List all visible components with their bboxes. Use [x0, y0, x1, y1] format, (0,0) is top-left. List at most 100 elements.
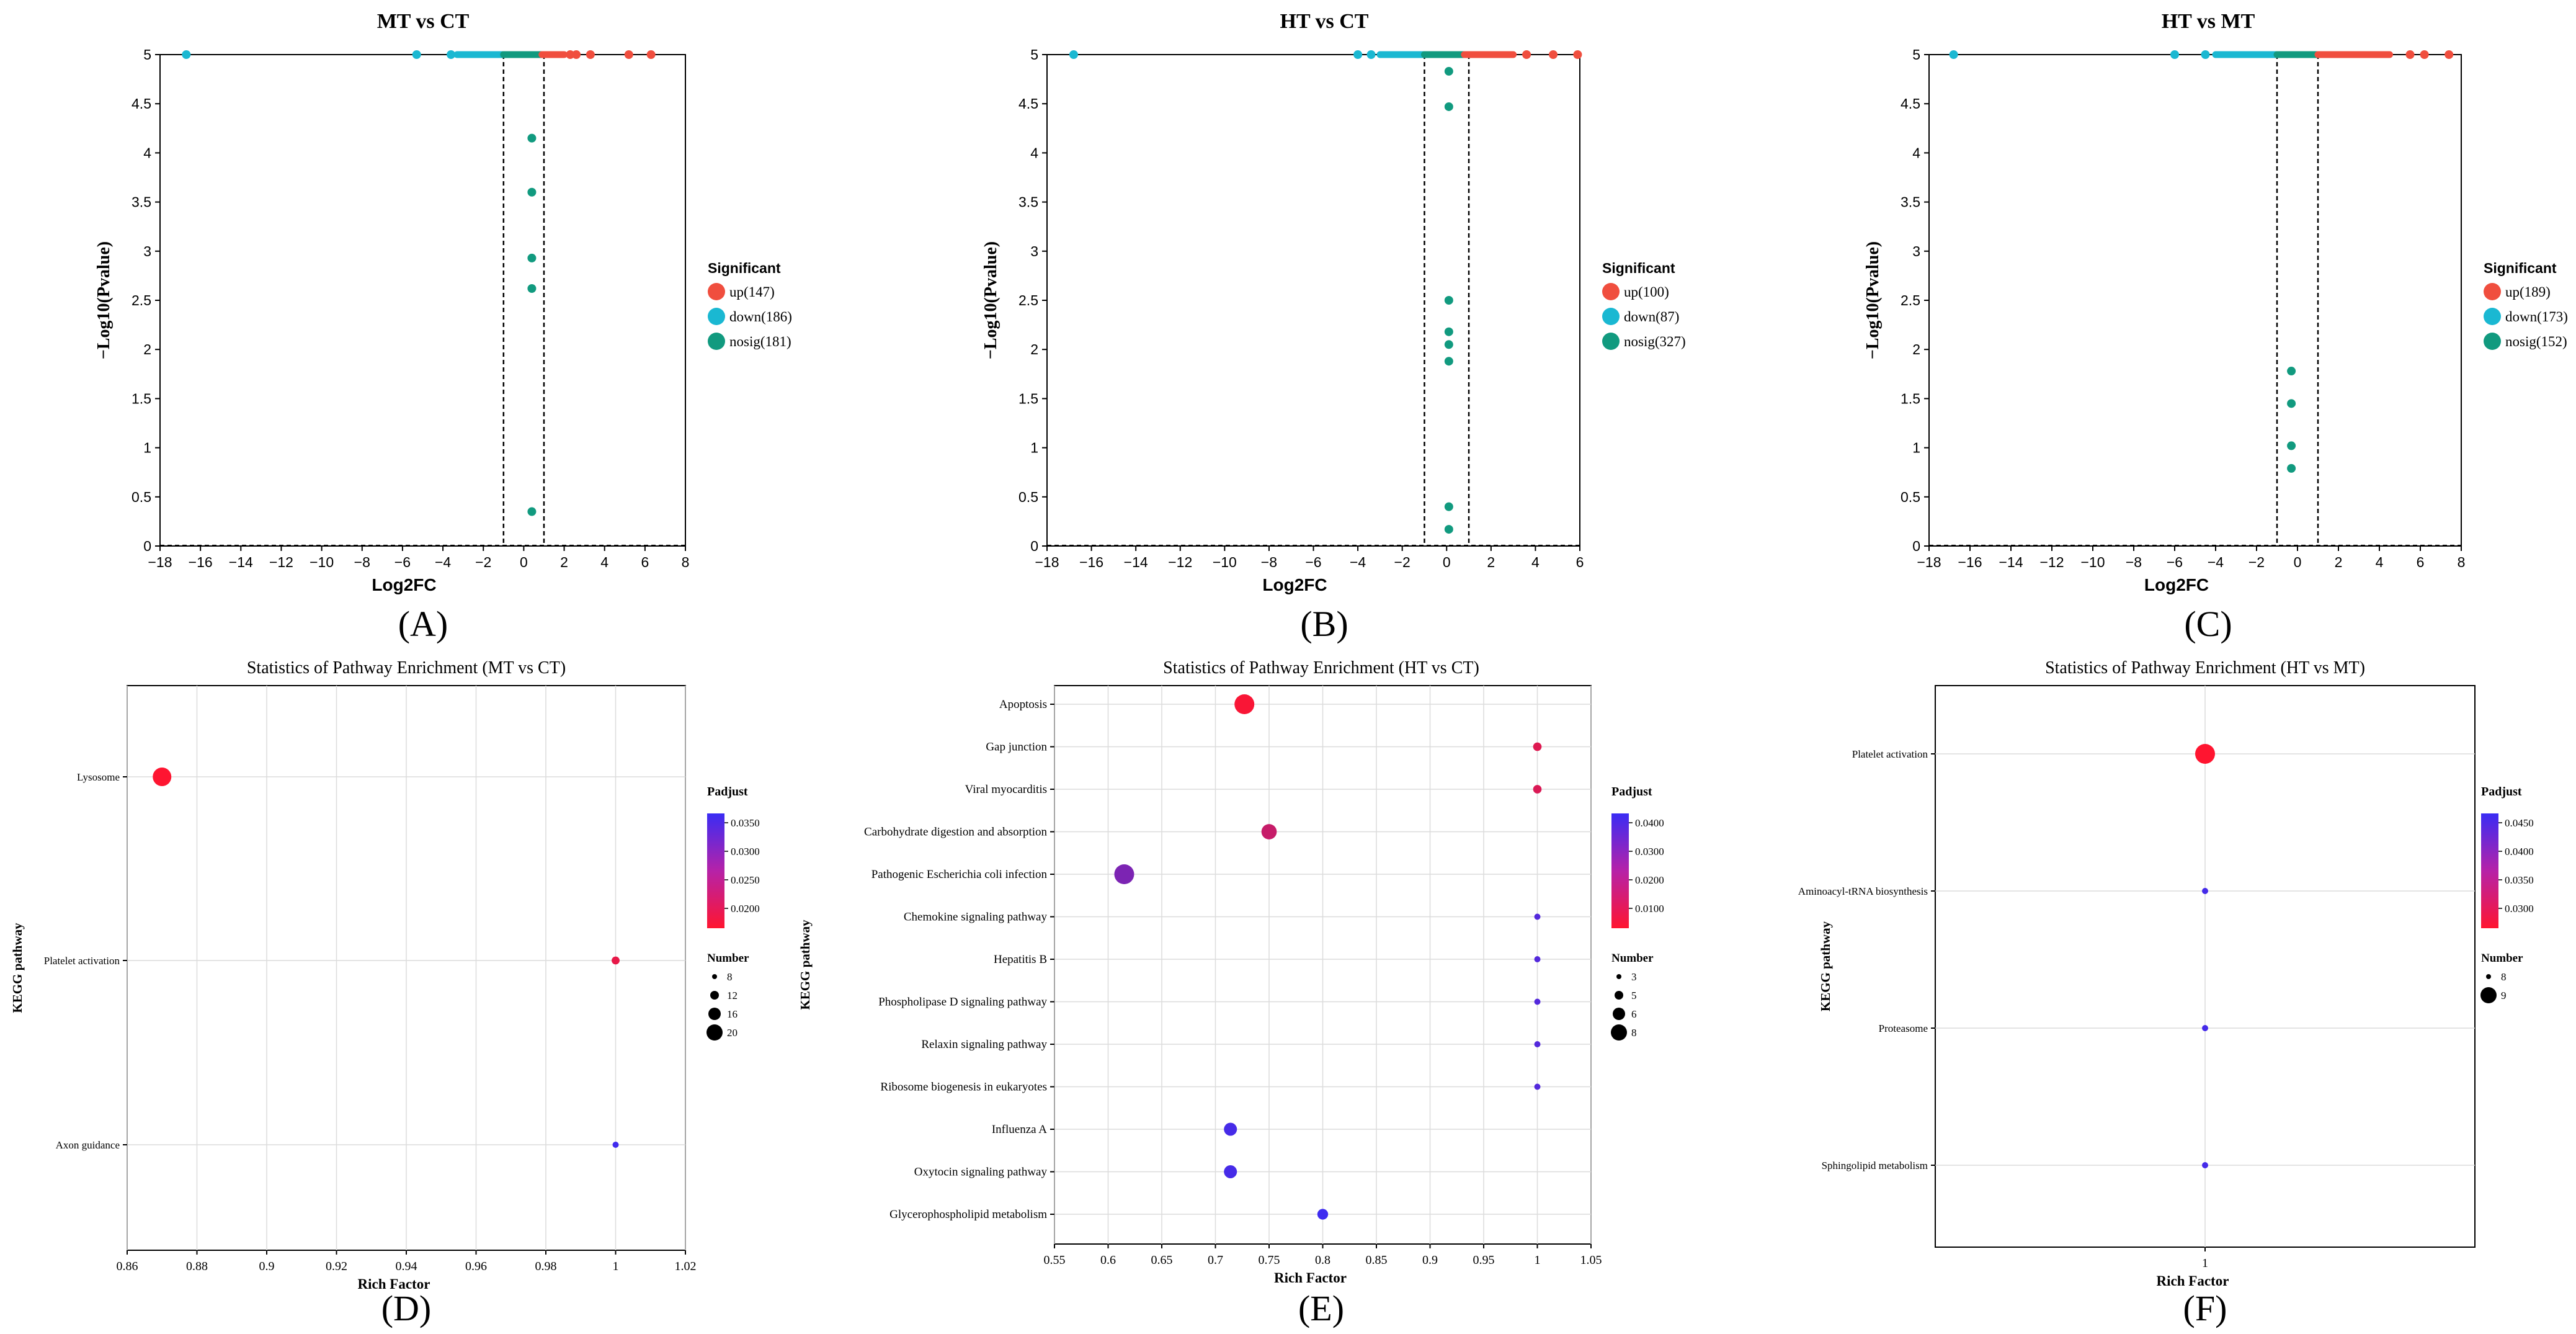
x-tick-label: −6: [2167, 554, 2183, 570]
x-tick-label: −16: [189, 554, 213, 570]
x-tick-label: −18: [1035, 554, 1059, 570]
y-tick-label: 0.5: [1901, 489, 1920, 505]
size-legend-label: 9: [2501, 990, 2507, 1001]
enrichment-bubble: [1533, 742, 1542, 751]
x-tick-label: −14: [229, 554, 253, 570]
x-tick-label: 6: [1576, 554, 1584, 570]
bubble-chart-2: Statistics of Pathway Enrichment (HT vs …: [798, 658, 1664, 1286]
legend-label-up: up(147): [729, 284, 775, 300]
pathway-label: Sphingolipid metabolism: [1822, 1160, 1928, 1171]
enrichment-bubble: [1114, 864, 1134, 884]
enrichment-bubble: [1534, 956, 1541, 962]
x-tick-label: 1: [2202, 1256, 2208, 1270]
x-tick-label: 0.95: [1473, 1253, 1495, 1267]
bubble-chart-3: Statistics of Pathway Enrichment (HT vs …: [1798, 658, 2534, 1289]
x-tick-label: 6: [2417, 554, 2425, 570]
y-tick-label: 1.5: [1901, 390, 1920, 406]
y-tick-label: 5: [1030, 47, 1038, 63]
data-point-nosig: [2287, 399, 2296, 408]
legend-label-nosig: nosig(181): [729, 334, 791, 349]
chart-title: Statistics of Pathway Enrichment (HT vs …: [1163, 658, 1479, 678]
x-tick-label: −6: [394, 554, 411, 570]
x-axis-label: Rich Factor: [358, 1276, 430, 1292]
color-legend-label: 0.0300: [731, 846, 760, 857]
data-point-nosig: [1444, 296, 1453, 305]
x-tick-label: −8: [354, 554, 370, 570]
x-tick-label: 6: [641, 554, 649, 570]
data-point-down: [412, 50, 421, 59]
data-point-up: [646, 50, 656, 59]
y-axis-label: −Log10(Pvalue): [94, 241, 114, 359]
legend-swatch-up: [2484, 283, 2501, 300]
color-legend-label: 0.0400: [1635, 817, 1664, 829]
data-point-down: [2170, 50, 2179, 59]
y-tick-label: 0: [1912, 538, 1920, 554]
size-legend-label: 8: [2501, 971, 2507, 983]
size-legend-label: 5: [1631, 990, 1637, 1001]
size-legend-swatch: [1613, 1008, 1625, 1020]
legend-title: Significant: [2484, 260, 2557, 276]
legend-swatch-up: [1602, 283, 1620, 300]
data-point-nosig: [1444, 66, 1453, 76]
size-legend-swatch: [2480, 987, 2497, 1003]
volcano-chart-1: MT vs CT −18 −16 −14 −12 −10 −8 −6 −4 −2 0 2 4 6 8 0 0.5…: [94, 10, 792, 594]
legend-swatch-up: [708, 283, 725, 300]
pathway-label: Lysosome: [77, 771, 120, 783]
data-point-down: [1366, 50, 1376, 59]
panel-label: (A): [398, 604, 448, 644]
enrichment-bubble: [1534, 1041, 1541, 1047]
x-tick-label: 0.98: [535, 1260, 557, 1273]
chart-title: Statistics of Pathway Enrichment (MT vs …: [247, 658, 566, 678]
size-legend-swatch: [706, 1024, 723, 1041]
plot-frame: [159, 54, 686, 547]
y-tick-label: 1: [1030, 440, 1038, 456]
x-tick-label: 2: [560, 554, 568, 570]
x-tick-label: 4: [1531, 554, 1540, 570]
x-tick-label: −4: [435, 554, 451, 570]
data-point-up: [586, 50, 595, 59]
x-tick-label: −18: [1917, 554, 1941, 570]
x-tick-label: 1: [1535, 1253, 1541, 1267]
y-tick-label: 1.5: [131, 390, 151, 406]
x-tick-label: −2: [2248, 554, 2265, 570]
size-legend-swatch: [708, 1008, 721, 1020]
size-legend-label: 12: [727, 990, 738, 1001]
size-legend-swatch: [1611, 1024, 1627, 1041]
y-axis-label: KEGG pathway: [798, 920, 813, 1010]
x-tick-label: 0.85: [1366, 1253, 1388, 1267]
x-tick-label: 1: [613, 1260, 619, 1273]
x-tick-label: 2: [2335, 554, 2343, 570]
data-point-nosig: [1444, 340, 1453, 349]
pathway-label: Hepatitis B: [994, 953, 1047, 966]
enrichment-bubble: [1317, 1209, 1329, 1220]
pathway-label: Platelet activation: [1852, 748, 1928, 760]
pathway-label: Viral myocarditis: [965, 783, 1047, 796]
y-tick-label: 2: [143, 341, 151, 357]
legend-label-down: down(186): [729, 309, 792, 325]
y-tick-label: 4.5: [1018, 96, 1038, 112]
volcano-chart-3: HT vs MT −18 −16 −14 −12 −10 −8 −6 −4 −2 0 2 4 6 8 0 0.5…: [1863, 10, 2568, 594]
y-tick-label: 4: [1912, 145, 1920, 161]
data-point-nosig: [2287, 441, 2296, 450]
enrichment-bubble: [612, 1142, 619, 1148]
enrichment-bubble: [2202, 1025, 2208, 1031]
x-tick-label: −2: [475, 554, 491, 570]
y-tick-label: 3.5: [1018, 194, 1038, 210]
y-tick-label: 2: [1912, 341, 1920, 357]
y-tick-label: 2.5: [1901, 292, 1920, 308]
legend-label-nosig: nosig(152): [2505, 334, 2567, 349]
x-tick-label: 0.96: [465, 1260, 487, 1273]
color-legend-title: Padjust: [707, 785, 748, 799]
y-tick-label: 5: [1912, 47, 1920, 63]
x-axis-label: Rich Factor: [1274, 1270, 1347, 1286]
x-tick-label: 0.92: [326, 1260, 347, 1273]
pathway-label: Chemokine signaling pathway: [904, 911, 1048, 924]
data-point-nosig: [1444, 502, 1453, 511]
panel-label: (F): [2183, 1288, 2227, 1328]
pathway-label: Axon guidance: [56, 1139, 120, 1151]
x-tick-label: 0.9: [1422, 1253, 1438, 1267]
legend-swatch-nosig: [1602, 333, 1620, 350]
size-legend-label: 8: [727, 971, 733, 983]
x-tick-label: −4: [1350, 554, 1366, 570]
